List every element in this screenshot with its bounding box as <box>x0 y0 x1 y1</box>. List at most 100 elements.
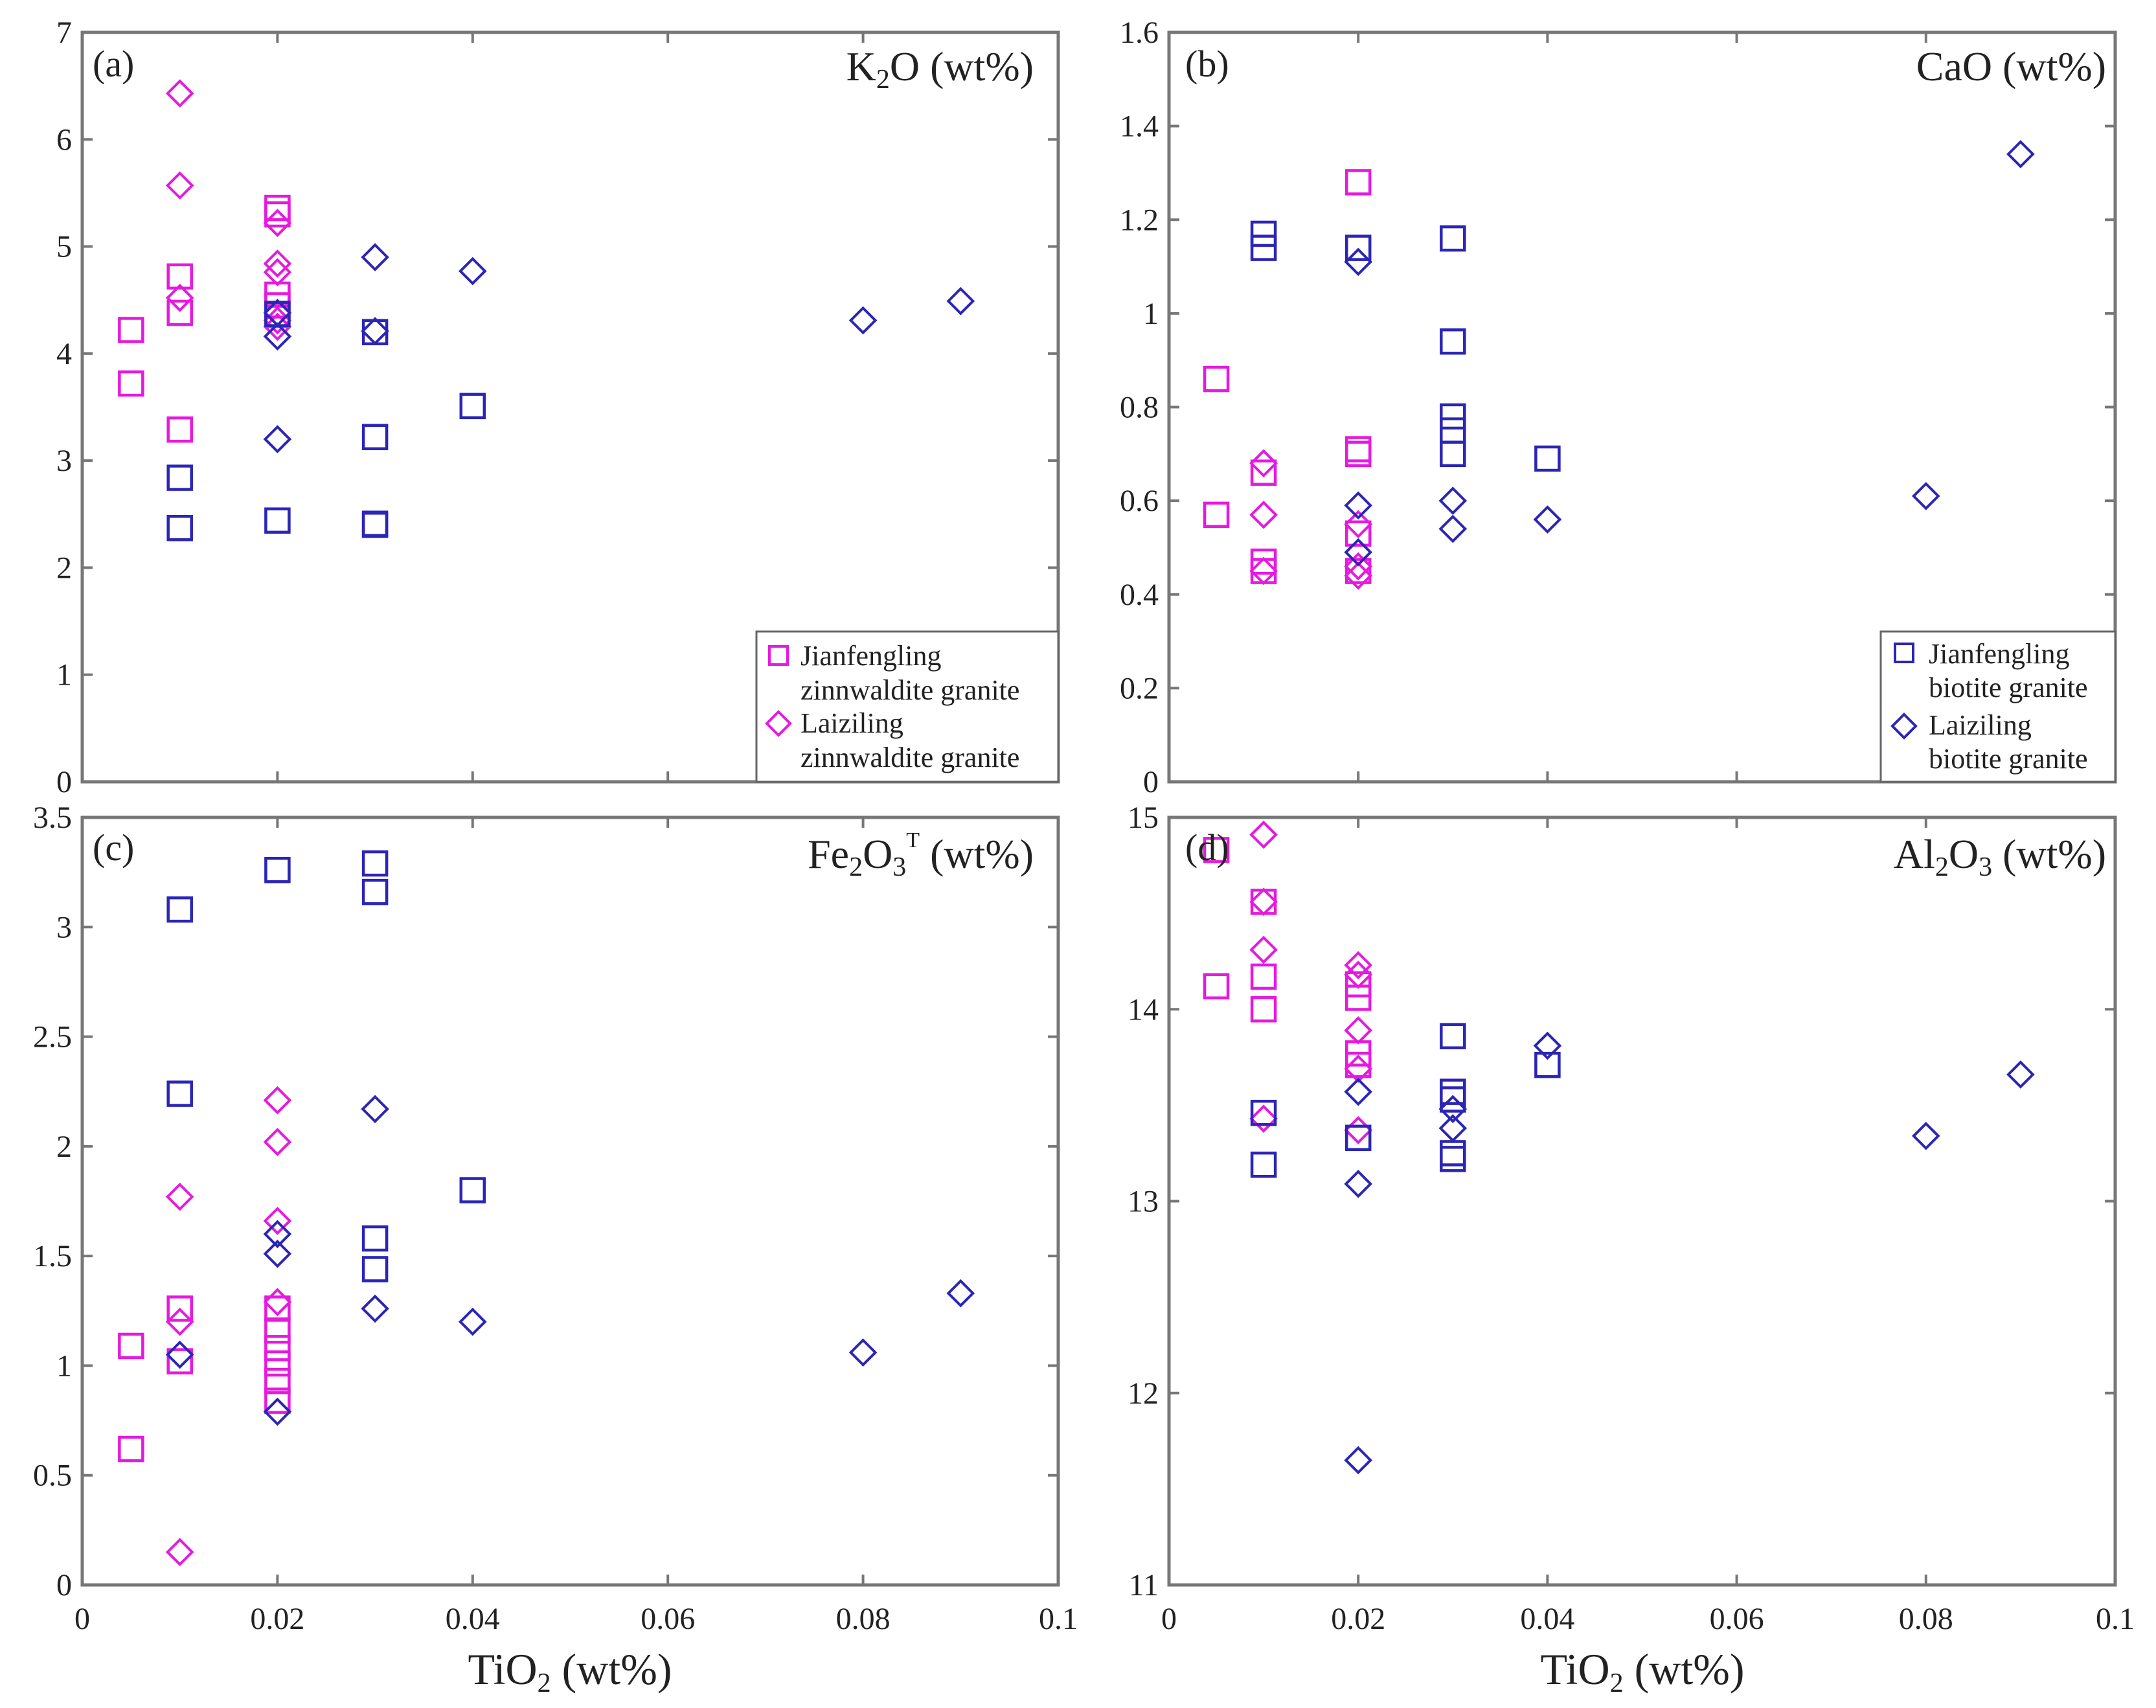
legend-bio-lz-line1: Laiziling <box>1929 709 2032 741</box>
panel-a-letter: (a) <box>93 43 134 85</box>
x-axis-title-right-sub: 2 <box>1610 1668 1624 1698</box>
panel-d-title-ox: Al <box>1894 831 1935 877</box>
panel-a-square-point <box>166 299 193 326</box>
panel-b-diamond-point <box>1344 561 1373 590</box>
panel-c-square-point <box>361 850 389 877</box>
panel-c-square-point <box>166 896 193 923</box>
panel-a-ytick-label: 5 <box>56 230 72 264</box>
panel-a-title-tail: O <box>890 43 920 89</box>
panel-c-square-point <box>166 1080 193 1107</box>
panel-c-ytick-label: 0 <box>56 1568 72 1602</box>
panel-c-title-tail: O <box>863 831 892 877</box>
panel-c-square-point <box>459 1177 486 1203</box>
panel-a-diamond-point <box>458 256 487 286</box>
panel-b-diamond-point <box>2006 140 2035 168</box>
panel-a-diamond-point <box>263 258 292 287</box>
panel-d-square-point <box>1440 1086 1466 1113</box>
panel-d-square-point <box>1250 996 1277 1023</box>
panel-b-square-point <box>1345 520 1372 547</box>
panel-d-ytick-label: 15 <box>1128 801 1159 835</box>
panel-b-diamond-point <box>1438 486 1468 515</box>
panel-c-square-point <box>264 1387 291 1414</box>
panel-d-letter: (d) <box>1185 826 1229 869</box>
legend-zinn-diamond-marker <box>765 710 792 737</box>
panel-a-square-point <box>166 515 193 541</box>
panel-c-square-point <box>264 1317 291 1344</box>
panel-d-xtick-label: 0.04 <box>1520 1602 1574 1636</box>
panel-c-square-point <box>361 878 389 905</box>
panel-c-square-point <box>361 1256 389 1282</box>
panel-c-title-sub2: 3 <box>892 852 906 882</box>
panel-a-diamond-point <box>263 425 292 453</box>
panel-d-diamond-point <box>1911 1121 1940 1150</box>
panel-d-diamond-point <box>1438 1095 1468 1124</box>
legend-bio-lz-line2: biotite granite <box>1929 743 2088 775</box>
panel-c-diamond-point <box>263 1220 292 1249</box>
panel-a-title-ox: K <box>846 43 876 89</box>
panel-c-title-sup: T <box>906 828 920 852</box>
panel-a-diamond-point <box>165 284 194 312</box>
panel-b-square-point <box>1250 459 1277 486</box>
panel-b-square-point <box>1440 403 1466 430</box>
panel-d-title-sub: 2 <box>1935 852 1949 882</box>
panel-a-square-point <box>361 424 389 451</box>
panel-d-diamond-point <box>2006 1060 2035 1089</box>
panel-d-diamond-point <box>1438 1114 1468 1143</box>
panel-c-ytick-label: 1.5 <box>33 1239 72 1273</box>
panel-b-diamond-point <box>1911 482 1940 510</box>
panel-a-square-point <box>361 512 389 538</box>
panel-a-diamond-point <box>361 243 389 271</box>
panel-c-ytick-label: 3.5 <box>33 801 72 835</box>
legend-zinn-lz-line1: Laiziling <box>800 707 903 739</box>
x-axis-title-left: TiO2 (wt%) <box>468 1645 672 1698</box>
panel-d-ytick-label: 11 <box>1129 1568 1159 1602</box>
panel-b-diamond-point <box>1344 552 1373 581</box>
panel-d-square-point <box>1440 1023 1466 1049</box>
panel-d-diamond-point <box>1344 1446 1373 1475</box>
panel-d-xtick-label: 0.08 <box>1899 1602 1953 1636</box>
panel-a-ytick-label: 6 <box>56 122 72 157</box>
panel-c-ytick-label: 0.5 <box>33 1459 72 1493</box>
panel-a-ytick-label: 0 <box>56 765 72 799</box>
panel-c-diamond-point <box>458 1307 487 1336</box>
panel-b-square-point <box>1440 225 1466 252</box>
panel-c-xtick-label: 0.04 <box>446 1602 500 1636</box>
panel-b-diamond-point <box>1344 247 1373 277</box>
panel-b-diamond-point <box>1249 449 1278 478</box>
panel-b-square-point <box>1250 220 1277 247</box>
panel-d-square-point <box>1345 1051 1372 1078</box>
panel-d-square-point <box>1345 1124 1372 1151</box>
x-axis-title-left-unit: (wt%) <box>551 1645 672 1694</box>
panel-c-diamond-point <box>263 1239 292 1268</box>
panel-c-diamond-point <box>263 1288 292 1317</box>
panel-b-square-point <box>1250 234 1277 261</box>
panel-d-square-point <box>1345 971 1372 997</box>
panel-c-ytick-label: 2 <box>56 1130 72 1164</box>
panel-c-diamond-point <box>263 1207 292 1235</box>
panel-a-ytick-label: 3 <box>56 444 72 478</box>
x-axis-title-right-main: TiO <box>1540 1645 1609 1694</box>
axis-ticks-layer: 0123456700.20.40.60.811.21.41.600.511.52… <box>33 16 2135 1636</box>
panel-a-diamond-point <box>165 79 194 108</box>
panel-d-square-point <box>1440 1146 1466 1172</box>
panel-b-square-point <box>1345 234 1372 261</box>
legend-zinn-square-marker <box>768 645 789 666</box>
panel-d-diamond-point <box>1249 1104 1278 1133</box>
panel-d-square-point <box>1250 1151 1277 1178</box>
data-marks-layer <box>118 79 2035 1567</box>
panel-b-square-point <box>1345 558 1372 584</box>
panel-c-title-unit: (wt%) <box>920 831 1034 877</box>
legend-bio-diamond-marker <box>1890 712 1918 740</box>
panel-a-square-point <box>264 201 291 228</box>
x-axis-title-left-sub: 2 <box>538 1668 551 1698</box>
legend-zinn-lz-line2: zinnwaldite granite <box>800 742 1019 773</box>
panel-c-square-point <box>166 1348 193 1374</box>
panel-b-ytick-label: 0.4 <box>1120 578 1159 612</box>
legend-bio-jf-line1: Jianfengling <box>1929 638 2070 670</box>
panel-c-diamond-point <box>263 1128 292 1156</box>
legend-bio-square-marker <box>1894 643 1914 663</box>
panel-b-diamond-point <box>1344 538 1373 567</box>
x-axis-title-left-main: TiO <box>468 1645 537 1694</box>
panel-b-square-point <box>1440 328 1466 355</box>
panel-d-ytick-label: 14 <box>1128 992 1159 1027</box>
